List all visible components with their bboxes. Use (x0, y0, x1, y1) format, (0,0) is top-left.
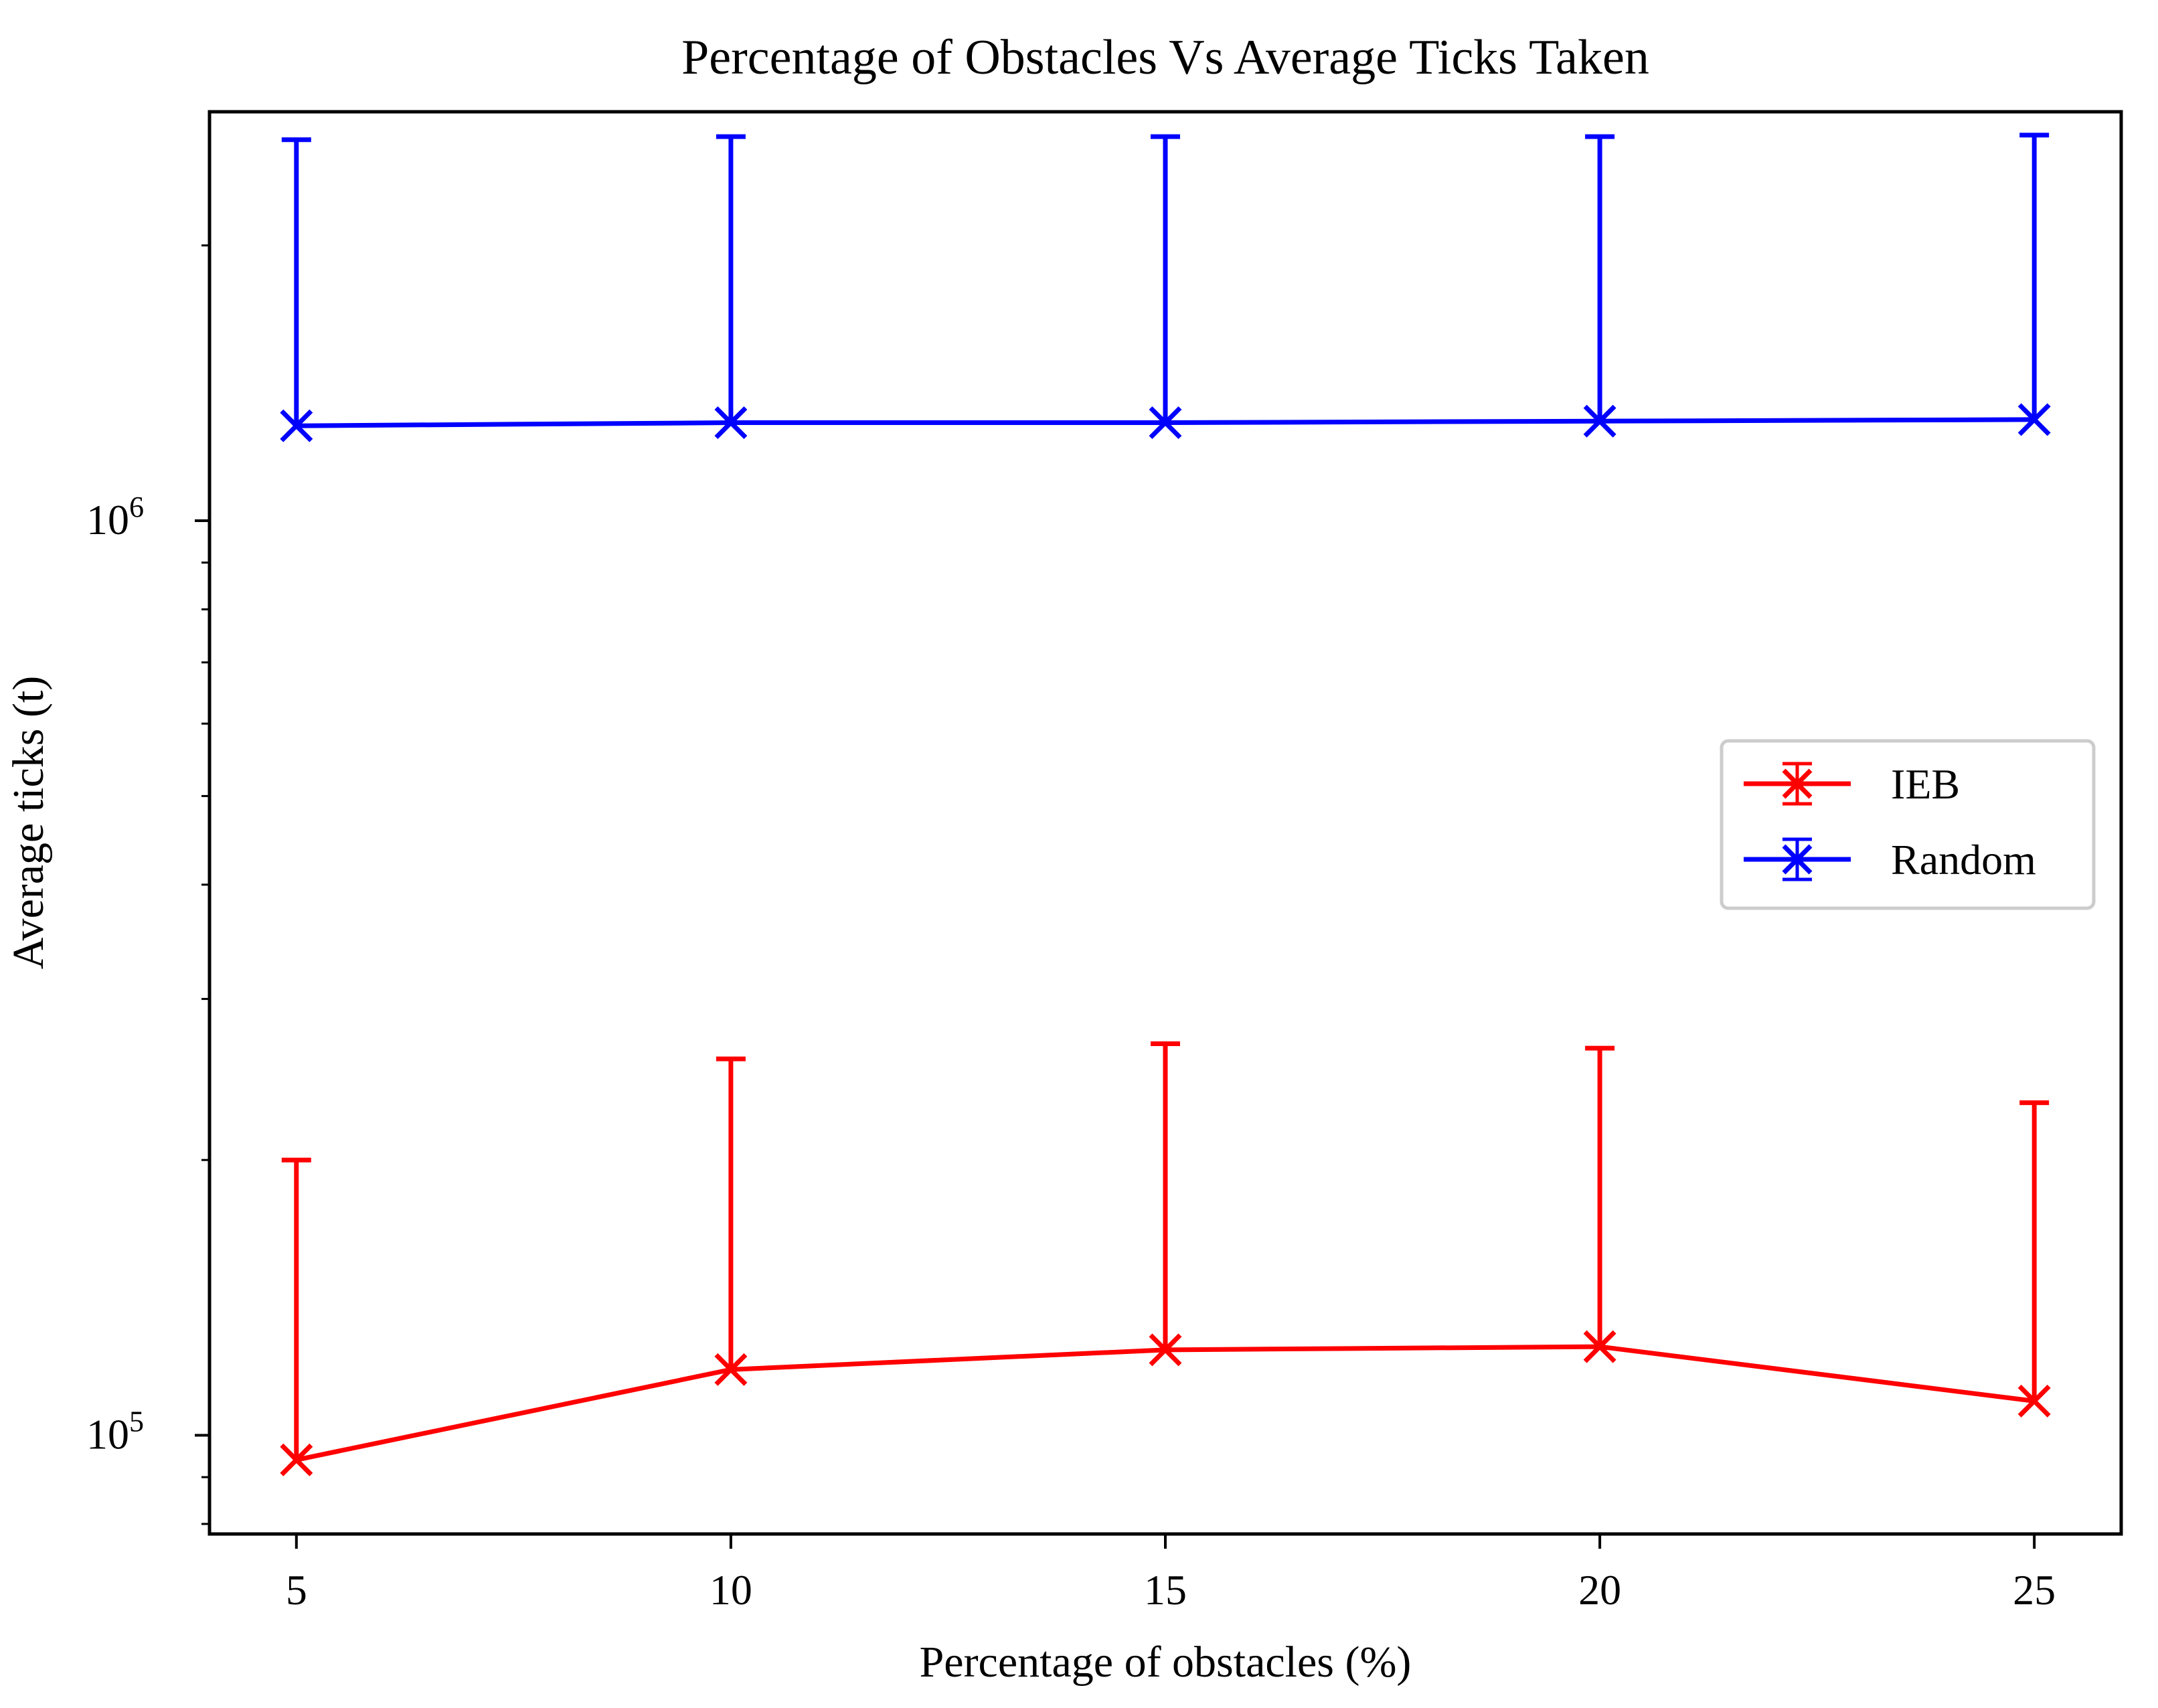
y-tick-label-1: 106 (86, 491, 144, 543)
legend-label-ieb: IEB (1891, 760, 1960, 808)
legend-entry-random: Random (1744, 836, 2036, 883)
marker-ieb-15 (1149, 1333, 1182, 1367)
marker-random-10 (714, 406, 748, 440)
x-tick-label-15: 15 (1144, 1566, 1187, 1614)
legend: IEB Random (1720, 739, 2096, 910)
marker-random-20 (1583, 404, 1616, 438)
marker-random-15 (1149, 406, 1182, 440)
legend-marker-ieb (1782, 768, 1813, 799)
x-tick-label-25: 25 (2013, 1566, 2056, 1614)
y-tick-exp-1: 6 (129, 491, 144, 523)
chart-title: Percentage of Obstacles Vs Average Ticks… (681, 30, 1649, 85)
legend-label-random: Random (1891, 836, 2036, 883)
marker-ieb-10 (714, 1353, 748, 1386)
marker-ieb-25 (2017, 1384, 2051, 1418)
series-random (280, 133, 2051, 442)
x-tick-label-10: 10 (710, 1566, 752, 1614)
x-tick-label-20: 20 (1578, 1566, 1621, 1614)
marker-random-25 (2017, 403, 2051, 436)
y-tick-base-1: 10 (86, 496, 129, 543)
y-tick-exp-0: 5 (129, 1405, 144, 1438)
x-tick-label-5: 5 (286, 1566, 307, 1614)
legend-entry-ieb: IEB (1744, 760, 1960, 808)
legend-marker-random (1782, 844, 1813, 875)
y-tick-base-0: 10 (86, 1411, 129, 1458)
y-tick-label-0: 105 (86, 1405, 144, 1458)
x-axis-label: Percentage of obstacles (%) (920, 1638, 1412, 1687)
series-ieb (280, 1041, 2051, 1476)
marker-ieb-20 (1583, 1330, 1616, 1363)
y-axis-label: Average ticks (t) (4, 676, 53, 970)
marker-random-5 (280, 409, 313, 442)
series-layer (280, 133, 2051, 1476)
marker-ieb-5 (280, 1443, 313, 1476)
legend-entries: IEB Random (1744, 760, 2036, 883)
